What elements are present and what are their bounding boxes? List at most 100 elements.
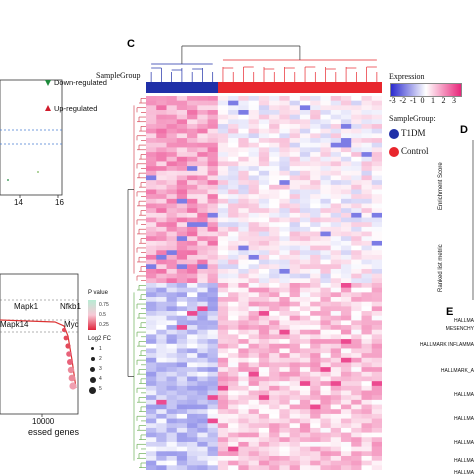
heatmap-cell bbox=[361, 110, 373, 115]
heatmap-cell bbox=[228, 432, 239, 438]
heatmap-cell bbox=[187, 320, 198, 326]
heatmap-cell bbox=[197, 250, 208, 256]
heatmap-cell bbox=[166, 222, 178, 228]
heatmap-cell bbox=[289, 409, 301, 415]
heatmap-cell bbox=[166, 245, 178, 251]
heatmap-cell bbox=[371, 390, 382, 396]
heatmap-cell bbox=[258, 184, 270, 190]
heatmap-cell bbox=[187, 152, 198, 158]
heatmap-cell bbox=[351, 306, 362, 312]
heatmap-cell bbox=[176, 441, 188, 447]
heatmap-cell bbox=[176, 198, 188, 204]
heatmap-cell bbox=[166, 240, 178, 246]
heatmap-cell bbox=[197, 409, 208, 415]
heatmap-cell bbox=[340, 362, 352, 368]
heatmap-cell bbox=[279, 96, 290, 101]
heatmap-cell bbox=[330, 362, 342, 368]
heatmap-cell bbox=[361, 147, 373, 153]
heatmap-cell bbox=[320, 413, 331, 419]
heatmap-cell bbox=[310, 334, 321, 340]
heatmap-cell bbox=[248, 114, 260, 120]
heatmap-cell bbox=[228, 311, 239, 317]
heatmap-cell bbox=[187, 455, 198, 461]
heatmap-cell bbox=[207, 236, 219, 242]
heatmap-cell bbox=[248, 217, 260, 223]
heatmap-cell bbox=[146, 339, 157, 345]
heatmap-cell bbox=[166, 147, 178, 153]
enrichment-term-label: HALLMA bbox=[453, 458, 474, 464]
panel-letter-c: C bbox=[127, 38, 135, 50]
heatmap-cell bbox=[340, 390, 352, 396]
heatmap-cell bbox=[248, 152, 260, 158]
heatmap-cell bbox=[207, 334, 219, 340]
heatmap-cell bbox=[289, 203, 301, 209]
heatmap-cell bbox=[279, 180, 290, 186]
heatmap-cell bbox=[228, 212, 239, 218]
heatmap-cell bbox=[217, 306, 229, 312]
heatmap-cell bbox=[299, 371, 311, 377]
heatmap-cell bbox=[197, 446, 208, 452]
heatmap-cell bbox=[299, 409, 311, 415]
heatmap-cell bbox=[330, 245, 342, 251]
heatmap-cell bbox=[310, 147, 321, 153]
heatmap-cell bbox=[371, 138, 382, 144]
heatmap-cell bbox=[320, 254, 331, 260]
heatmap-cell bbox=[371, 152, 382, 158]
heatmap-cell bbox=[228, 128, 239, 134]
heatmap-cell bbox=[197, 194, 208, 200]
heatmap-cell bbox=[258, 423, 270, 429]
heatmap-cell bbox=[289, 180, 301, 186]
heatmap-cell bbox=[156, 329, 167, 335]
heatmap-cell bbox=[289, 399, 301, 405]
heatmap-cell bbox=[371, 399, 382, 405]
heatmap-cell bbox=[371, 385, 382, 391]
heatmap-cell bbox=[269, 128, 280, 134]
heatmap-cell bbox=[248, 292, 260, 298]
heatmap-cell bbox=[340, 423, 352, 429]
heatmap-cell bbox=[310, 343, 321, 349]
heatmap-cell bbox=[187, 278, 198, 284]
heatmap-cell bbox=[330, 236, 342, 242]
heatmap-cell bbox=[238, 110, 249, 115]
heatmap-cell bbox=[156, 376, 167, 382]
heatmap-cell bbox=[371, 432, 382, 438]
heatmap-cell bbox=[320, 203, 331, 209]
heatmap-cell bbox=[228, 283, 239, 288]
heatmap-cell bbox=[371, 100, 382, 106]
enrichment-term-label: HALLMA bbox=[453, 392, 474, 398]
heatmap-cell bbox=[166, 268, 178, 274]
heatmap-cell bbox=[289, 273, 301, 279]
heatmap-cell bbox=[330, 124, 342, 130]
heatmap-cell bbox=[361, 170, 373, 176]
heatmap-cell bbox=[330, 175, 342, 181]
heatmap-cell bbox=[340, 133, 352, 139]
heatmap-cell bbox=[146, 254, 157, 260]
heatmap-cell bbox=[197, 376, 208, 382]
heatmap-cell bbox=[351, 292, 362, 298]
heatmap-cell bbox=[146, 147, 157, 153]
heatmap-cell bbox=[156, 124, 167, 130]
heatmap-cell bbox=[238, 212, 249, 218]
heatmap-cell bbox=[299, 96, 311, 101]
heatmap-cell bbox=[166, 343, 178, 349]
heatmap-cell bbox=[299, 306, 311, 312]
heatmap-cell bbox=[310, 138, 321, 144]
heatmap-cell bbox=[320, 343, 331, 349]
heatmap-cell bbox=[217, 259, 229, 265]
heatmap-cell bbox=[310, 357, 321, 363]
heatmap-cell bbox=[166, 413, 178, 419]
heatmap-cell bbox=[207, 254, 219, 260]
heatmap-cell bbox=[146, 189, 157, 195]
heatmap-cell bbox=[228, 166, 239, 172]
heatmap-cell bbox=[258, 105, 270, 111]
heatmap-cell bbox=[289, 348, 301, 354]
heatmap-cell bbox=[207, 404, 219, 410]
heatmap-cell bbox=[146, 451, 157, 457]
heatmap-cell bbox=[156, 259, 167, 265]
heatmap-cell bbox=[361, 212, 373, 218]
heatmap-cell bbox=[310, 254, 321, 260]
heatmap-cell bbox=[238, 367, 249, 373]
heatmap-cell bbox=[258, 437, 270, 443]
heatmap-cell bbox=[156, 217, 167, 223]
heatmap-cell bbox=[187, 423, 198, 429]
